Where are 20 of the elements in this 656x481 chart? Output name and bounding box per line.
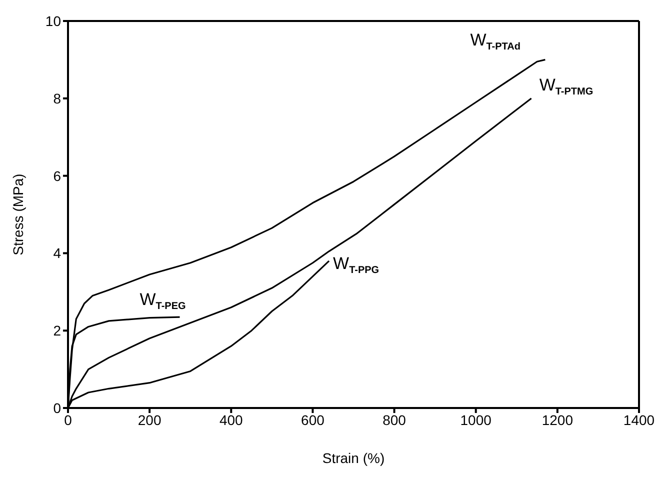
y-tick-label: 8 [53,90,62,106]
x-tick-label: 1400 [623,412,655,428]
y-tick-label: 6 [53,168,62,184]
y-tick-label: 10 [45,12,62,29]
y-tick-label: 4 [53,245,62,262]
series-label: W$_{T-PEG}$ [140,290,186,312]
y-tick-label: 2 [53,322,62,339]
series-label: W$_{T-PTAd}$ [470,30,521,52]
x-tick-label: 1000 [460,412,492,428]
x-axis-title: Strain (%) [322,450,385,466]
series-label: W$_{T-PTMG}$ [539,75,594,97]
series-label: W$_{T-PPG}$ [333,254,380,276]
y-tick-label: 0 [53,400,62,416]
x-tick-label: 600 [301,412,325,428]
x-tick-label: 1200 [542,412,574,428]
y-axis-title: Stress (MPa) [10,174,26,256]
x-tick-label: 400 [219,412,244,428]
x-tick-label: 800 [382,412,406,428]
x-tick-label: 0 [64,412,72,428]
x-tick-label: 200 [138,412,162,428]
